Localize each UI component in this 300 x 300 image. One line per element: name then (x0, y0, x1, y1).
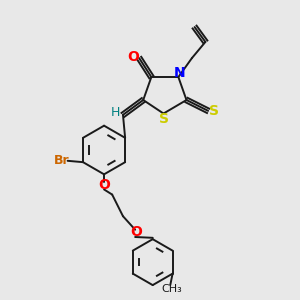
Text: H: H (111, 106, 120, 119)
Text: O: O (130, 225, 142, 239)
Text: O: O (127, 50, 139, 64)
Text: CH₃: CH₃ (161, 284, 182, 294)
Text: S: S (158, 112, 169, 126)
Text: Br: Br (54, 154, 69, 167)
Text: N: N (174, 66, 185, 80)
Text: S: S (209, 104, 219, 118)
Text: O: O (98, 178, 110, 192)
